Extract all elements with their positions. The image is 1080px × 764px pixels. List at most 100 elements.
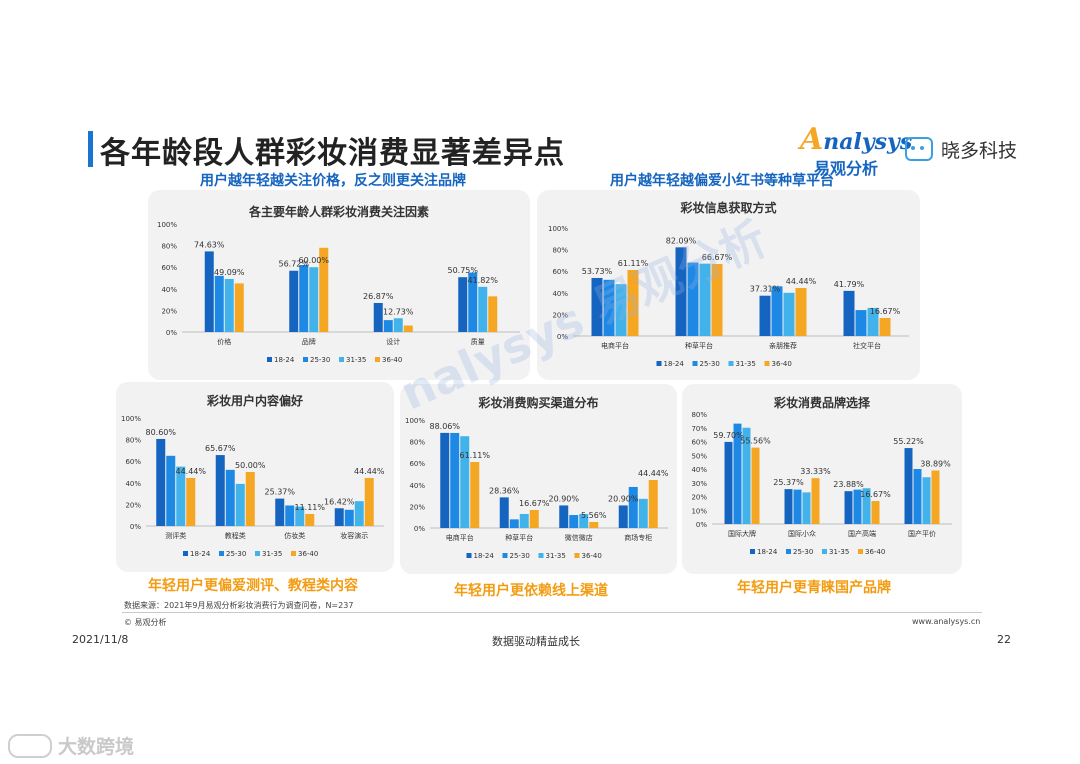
legend-swatch <box>822 549 827 554</box>
y-tick-label: 80% <box>125 437 141 445</box>
data-label: 61.11% <box>618 259 649 268</box>
legend-label: 18-24 <box>190 550 211 558</box>
bar-25-30-价格 <box>214 275 224 332</box>
bottom-watermark: 大数跨境 <box>8 732 134 759</box>
chart-purchase-channel: 0% 20% 40% 60% 80% 100% 电商平台 种草平台 微信微店 商场专柜 88.06%… <box>405 417 669 560</box>
bar-31-35-价格 <box>224 278 234 332</box>
bar-36-40-设计 <box>403 325 413 332</box>
y-tick-label: 70% <box>691 425 707 433</box>
chart-info-source: 0% 20% 40% 60% 80% 100% 电商平台 种草平台 亲朋推荐 社交平台 53.73%… <box>548 225 909 368</box>
bar-18-24-国际大牌 <box>724 441 733 524</box>
legend-label: 36-40 <box>298 550 318 558</box>
bar-18-24-亲朋推荐 <box>759 295 771 336</box>
analysys-logo-cn: 易观分析 <box>814 159 879 178</box>
y-tick-label: 0% <box>557 333 568 341</box>
data-label: 60.00% <box>298 256 329 265</box>
x-tick-label: 价格 <box>217 337 231 346</box>
bar-25-30-品牌 <box>299 265 309 332</box>
data-label: 44.44% <box>786 277 817 286</box>
legend-label: 18-24 <box>664 360 685 368</box>
legend-label: 36-40 <box>382 356 402 364</box>
bar-18-24-品牌 <box>289 270 299 332</box>
legend-swatch <box>750 549 755 554</box>
data-label: 82.09% <box>666 236 697 245</box>
y-tick-label: 60% <box>409 460 425 468</box>
data-label: 65.67% <box>205 444 236 453</box>
bar-25-30-测评类 <box>166 455 176 526</box>
legend-label: 36-40 <box>865 548 885 556</box>
bar-31-35-社交平台 <box>867 307 879 336</box>
y-tick-label: 100% <box>157 221 177 229</box>
bar-36-40-测评类 <box>186 478 196 526</box>
legend-label: 36-40 <box>772 360 792 368</box>
data-label: 55.22% <box>893 437 924 446</box>
data-label: 25.37% <box>264 488 295 497</box>
y-tick-label: 100% <box>121 415 141 423</box>
legend-label: 25-30 <box>700 360 720 368</box>
y-tick-label: 30% <box>691 480 707 488</box>
chart-title: 彩妆信息获取方式 <box>680 201 777 215</box>
chart-title: 彩妆消费品牌选择 <box>773 396 870 410</box>
data-label: 20.90% <box>548 494 579 503</box>
legend-swatch <box>291 551 296 556</box>
legend-swatch <box>858 549 863 554</box>
bar-31-35-国际大牌 <box>742 427 751 524</box>
bar-18-24-电商平台 <box>591 277 603 336</box>
bar-36-40-教程类 <box>245 472 255 526</box>
legend-swatch <box>339 357 344 362</box>
bar-18-24-社交平台 <box>843 290 855 336</box>
x-tick-label: 种草平台 <box>505 533 533 542</box>
report-date: 2021/11/8 <box>72 633 129 646</box>
bar-18-24-教程类 <box>215 455 225 526</box>
xiaoduo-logo-icon <box>905 137 933 161</box>
title-accent-bar <box>88 131 93 167</box>
data-label: 16.67% <box>860 490 891 499</box>
data-label: 12.73% <box>383 307 414 316</box>
bar-36-40-国产高端 <box>871 501 880 524</box>
data-label: 5.56% <box>581 511 607 520</box>
subtitle-left: 用户越年轻越关注价格，反之则更关注品牌 <box>200 173 466 189</box>
chart-panel-content-preference: 彩妆用户内容偏好 0% 20% 40% 60% 80% 100% 测评类 教程类 仿妆类 妆容演示… <box>116 382 394 572</box>
y-tick-label: 20% <box>125 501 141 509</box>
bar-25-30-电商平台 <box>603 279 615 336</box>
legend-label: 18-24 <box>757 548 778 556</box>
data-label: 49.09% <box>214 268 245 277</box>
bar-25-30-国际大牌 <box>733 423 742 524</box>
subtitle-right: 用户越年轻越偏爱小红书等种草平台 <box>610 173 834 189</box>
y-tick-label: 0% <box>130 523 141 531</box>
y-tick-label: 60% <box>161 264 177 272</box>
y-tick-label: 40% <box>552 290 568 298</box>
bar-18-24-仿妆类 <box>275 498 285 526</box>
bar-31-35-品牌 <box>309 267 319 332</box>
bar-36-40-国际大牌 <box>751 447 760 524</box>
data-label: 16.67% <box>870 307 901 316</box>
bar-31-35-教程类 <box>235 483 245 526</box>
x-tick-label: 测评类 <box>165 531 186 540</box>
legend-swatch <box>574 553 580 558</box>
data-label: 44.44% <box>354 467 385 476</box>
watermark-icon <box>8 733 52 758</box>
legend-swatch <box>538 553 544 558</box>
bar-36-40-质量 <box>488 296 498 332</box>
legend-swatch <box>303 357 308 362</box>
bar-31-35-商场专柜 <box>638 498 648 528</box>
data-label: 53.73% <box>582 267 613 276</box>
data-label: 28.36% <box>489 486 520 495</box>
y-tick-label: 40% <box>409 482 425 490</box>
legend-swatch <box>219 551 224 556</box>
y-tick-label: 10% <box>691 507 707 515</box>
bar-31-35-妆容演示 <box>354 501 364 526</box>
y-tick-label: 80% <box>691 411 707 419</box>
bar-18-24-国际小众 <box>784 489 793 524</box>
bar-36-40-电商平台 <box>627 270 639 336</box>
bar-25-30-国际小众 <box>793 489 802 524</box>
bar-31-35-质量 <box>478 286 488 332</box>
legend-label: 31-35 <box>346 356 366 364</box>
chart-brand-choice: 0% 10% 20% 30% 40% 50% 60% 70% 80% 国际大牌 国际小众 国产高端 国产… <box>691 411 952 556</box>
x-tick-label: 商场专柜 <box>624 533 652 542</box>
data-label: 80.60% <box>145 428 176 437</box>
data-label: 61.11% <box>459 451 490 460</box>
x-tick-label: 设计 <box>386 337 400 346</box>
y-tick-label: 20% <box>409 503 425 511</box>
x-tick-label: 国产高端 <box>848 529 876 538</box>
